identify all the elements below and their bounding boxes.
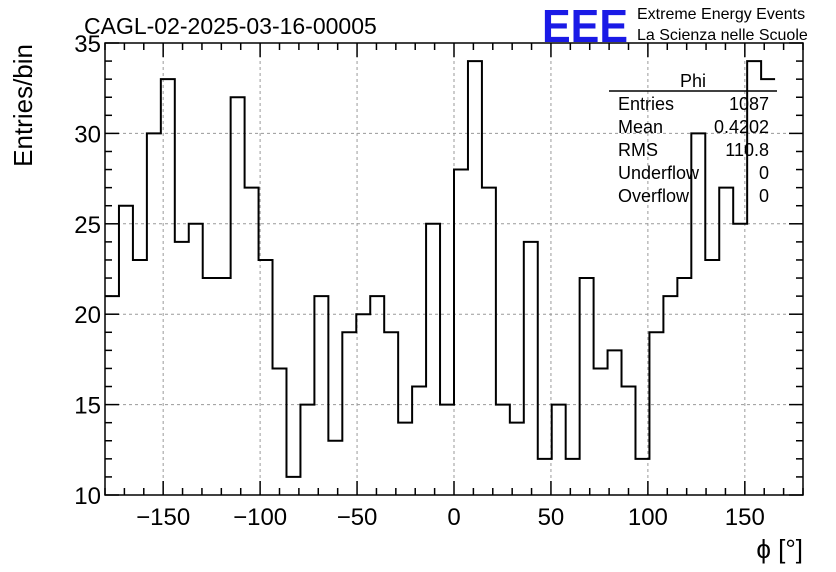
stats-row-label: Mean [618, 117, 663, 137]
histogram-bin [566, 459, 580, 495]
histogram-bin [203, 278, 217, 495]
y-tick-label: 15 [74, 393, 101, 420]
histogram-bin [622, 387, 636, 495]
stats-box-name: Phi [680, 71, 706, 91]
stats-row-value: 0 [759, 163, 769, 183]
y-tick-label: 25 [74, 212, 101, 239]
histogram-bin [398, 423, 412, 495]
y-tick-label: 30 [74, 121, 101, 148]
eee-logo-mark: EEE [542, 0, 628, 52]
histogram-bin [300, 405, 314, 495]
histogram-bin [328, 441, 342, 495]
histogram-bin [217, 278, 231, 495]
histogram-bin [370, 296, 384, 495]
histogram-bin [496, 405, 510, 495]
stats-row-label: Overflow [618, 186, 690, 206]
histogram-bin [119, 206, 133, 495]
chart-title: CAGL-02-2025-03-16-00005 [84, 13, 377, 39]
histogram-bin [175, 242, 189, 495]
histogram-bin [552, 405, 566, 495]
histogram-bin [580, 278, 594, 495]
y-tick-label: 20 [74, 302, 101, 329]
histogram-bin [412, 387, 426, 495]
stats-box: Phi Entries 1087 Mean 0.4202 RMS 110.8 Underfl… [609, 71, 777, 206]
stats-row-label: Entries [618, 94, 674, 114]
histogram-bin [133, 260, 147, 495]
histogram-bin [719, 188, 733, 495]
axis-ticks [104, 42, 804, 496]
histogram-bin [510, 423, 524, 495]
histogram-bin [677, 278, 691, 495]
x-tick-label: 50 [538, 504, 565, 531]
x-tick-label: −50 [337, 504, 378, 531]
plot-frame [104, 42, 804, 496]
histogram-bin [663, 296, 677, 495]
histogram-bin [733, 224, 747, 495]
histogram-bin [705, 260, 719, 495]
histogram-bin [524, 242, 538, 495]
x-tick-label: 100 [628, 504, 668, 531]
histogram-bin [273, 368, 287, 495]
x-tick-label: 150 [725, 504, 765, 531]
histogram-bin [105, 296, 119, 495]
logo-line-2: La Scienza nelle Scuole [637, 27, 808, 44]
stats-row-value: 1087 [729, 94, 769, 114]
histogram-bin [342, 332, 356, 495]
histogram-bin [468, 61, 482, 495]
histogram-bin [649, 332, 663, 495]
y-tick-label: 35 [74, 31, 101, 58]
histogram-bin [426, 224, 440, 495]
x-tick-label: −100 [233, 504, 287, 531]
histogram-bin [384, 332, 398, 495]
histogram-bin [482, 188, 496, 495]
stats-row-label: RMS [618, 140, 658, 160]
logo-line-1: Extreme Energy Events [637, 6, 805, 23]
y-axis-label: Entries/bin [8, 44, 38, 167]
histogram-bin [259, 260, 273, 495]
y-tick-label: 10 [74, 483, 101, 510]
histogram-bin [314, 296, 328, 495]
histogram-bin [608, 350, 622, 495]
stats-row-value: 0 [759, 186, 769, 206]
y-tick-labels: 10 15 20 25 30 35 [74, 31, 101, 510]
x-tick-label: −150 [136, 504, 190, 531]
histogram-bin [189, 224, 203, 495]
x-tick-label: 0 [447, 504, 460, 531]
stats-row-value: 110.8 [725, 140, 769, 160]
histogram-outline [105, 60, 776, 478]
histogram-bin [440, 405, 454, 495]
histogram-bin [594, 368, 608, 495]
histogram-bin [245, 188, 259, 495]
histogram-bin [538, 459, 552, 495]
x-tick-labels: −150 −100 −50 0 50 100 150 [136, 504, 765, 531]
histogram-bin [231, 97, 245, 495]
histogram-bin [454, 170, 468, 495]
stats-row-label: Underflow [618, 163, 700, 183]
stats-row-value: 0.4202 [714, 117, 769, 137]
x-axis-label: ϕ [°] [756, 534, 803, 564]
eee-logo: EEE Extreme Energy Events La Scienza nel… [542, 0, 808, 52]
